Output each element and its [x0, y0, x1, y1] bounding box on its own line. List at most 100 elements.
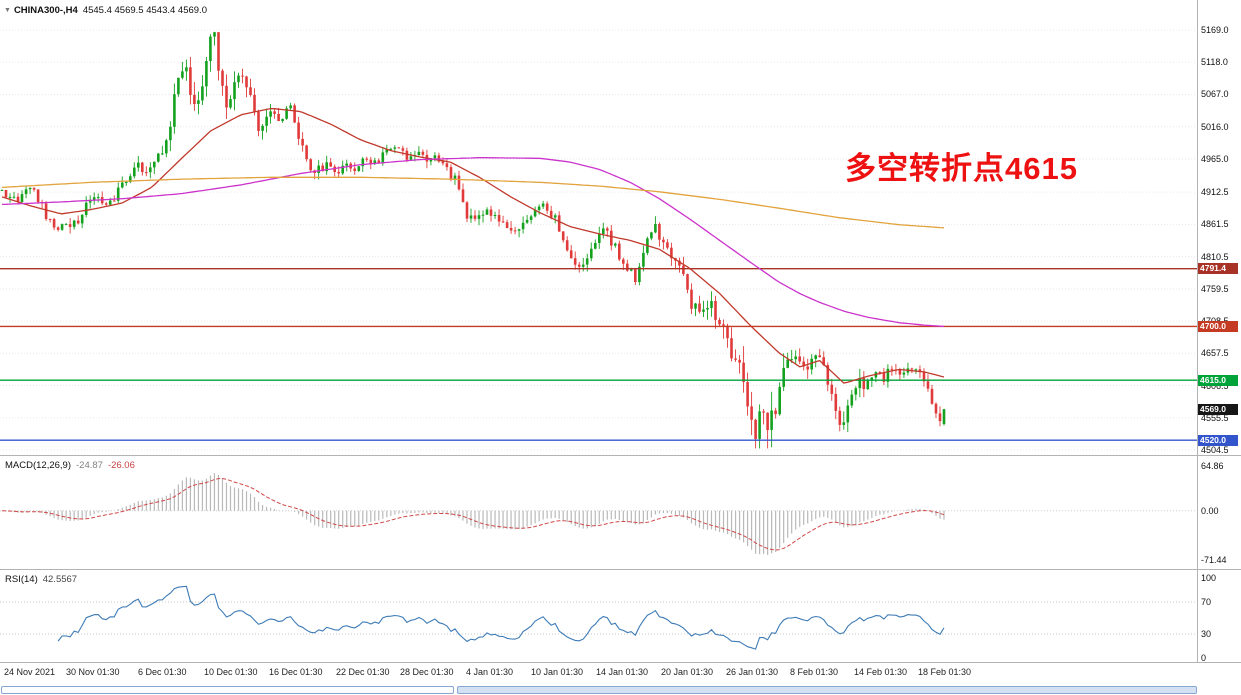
candle-down: [910, 368, 914, 370]
candle-down: [257, 111, 260, 131]
macd-panel-canvas[interactable]: [0, 456, 1197, 568]
candle-down: [561, 231, 565, 241]
candle-down: [734, 358, 737, 360]
rsi-indicator-label: RSI(14) 42.5567: [5, 574, 77, 585]
candle-up: [125, 182, 128, 183]
panel-separator[interactable]: [0, 569, 1241, 570]
rsi-panel-canvas[interactable]: [0, 570, 1197, 662]
rsi-scale-label: 0: [1201, 653, 1207, 663]
price-tick-label: 4657.5: [1201, 348, 1229, 359]
candle-down: [610, 230, 613, 246]
candle-up: [638, 266, 641, 282]
price-tick-label: 4504.5: [1201, 445, 1229, 455]
candle-down: [449, 167, 453, 179]
candle-up: [642, 252, 645, 267]
candle-down: [193, 94, 196, 104]
candle-up: [24, 189, 28, 195]
candle-down: [16, 196, 20, 202]
candle-up: [537, 206, 541, 211]
candle-up: [654, 224, 657, 233]
candle-down: [714, 301, 717, 320]
price-chart-canvas[interactable]: [0, 0, 1197, 455]
candle-down: [497, 215, 501, 222]
candle-up: [866, 380, 870, 390]
candle-up: [373, 160, 377, 165]
candle-up: [116, 187, 120, 201]
candle-down: [918, 369, 922, 373]
candle-down: [898, 370, 902, 375]
candle-up: [64, 224, 68, 226]
pivot-annotation-text: 多空转折点4615: [845, 151, 1078, 186]
candle-down: [682, 265, 685, 275]
time-tick-label: 30 Nov 01:30: [66, 667, 120, 677]
candle-up: [914, 369, 918, 371]
time-tick-label: 20 Jan 01:30: [661, 667, 714, 677]
candle-down: [76, 220, 80, 224]
candle-up: [493, 215, 497, 216]
candle-down: [774, 410, 777, 415]
price-tag-4700.0[interactable]: 4700.0: [1198, 320, 1238, 332]
time-tick-label: 4 Jan 01:30: [466, 667, 514, 677]
candle-down: [44, 203, 48, 219]
candle-down: [545, 203, 549, 211]
candle-down: [405, 150, 409, 160]
candle-up: [525, 219, 529, 223]
candle-down: [32, 187, 36, 190]
candle-down: [698, 303, 701, 312]
symbol-dropdown-icon[interactable]: ▼: [4, 7, 11, 14]
candle-up: [357, 166, 361, 171]
macd-scale-label: 64.86: [1201, 461, 1224, 471]
candle-up: [209, 36, 212, 61]
price-tick-label: 4965.0: [1201, 153, 1229, 164]
time-tick-label: 14 Jan 01:30: [596, 667, 649, 677]
symbol-label: CHINA300-,H4: [13, 5, 78, 16]
candle-up: [810, 358, 813, 370]
candle-down: [818, 355, 821, 358]
candle-down: [830, 384, 834, 394]
macd-title: MACD(12,26,9): [5, 460, 71, 471]
candle-up: [213, 32, 216, 37]
price-tag-4520.0[interactable]: 4520.0: [1198, 434, 1238, 446]
scrollbar-track-segment[interactable]: [1, 686, 454, 694]
candle-down: [441, 161, 445, 164]
price-tag-4791.4[interactable]: 4791.4: [1198, 263, 1238, 275]
candle-up: [585, 258, 589, 265]
candle-down: [750, 406, 753, 420]
candle-up: [161, 153, 164, 155]
rsi-scale-label: 100: [1201, 573, 1217, 583]
candle-up: [265, 116, 268, 126]
candle-down: [369, 159, 373, 165]
candle-up: [594, 243, 597, 249]
price-axis: 5169.0 5118.0 5067.0 5016.0 4965.0 4912.5 4861…: [1198, 0, 1241, 663]
candle-down: [293, 105, 296, 123]
candle-down: [626, 263, 629, 271]
candle-up: [553, 215, 557, 218]
candle-down: [926, 381, 930, 389]
time-tick-label: 6 Dec 01:30: [138, 667, 187, 677]
candle-up: [521, 222, 525, 230]
candle-down: [309, 159, 312, 171]
candle-down: [746, 382, 749, 407]
price-tag-4615.0[interactable]: 4615.0: [1198, 374, 1238, 386]
candle-up: [814, 355, 817, 359]
candle-up: [285, 108, 288, 119]
candle-up: [614, 243, 617, 246]
candle-up: [289, 105, 292, 109]
candle-up: [389, 148, 393, 150]
scrollbar-thumb[interactable]: [457, 686, 1197, 694]
candle-up: [850, 394, 854, 406]
time-tick-label: 24 Nov 2021: [4, 667, 56, 677]
candle-up: [902, 372, 906, 375]
candle-down: [738, 359, 741, 363]
candle-down: [249, 87, 252, 95]
panel-separator: [0, 662, 1241, 663]
candle-up: [345, 163, 348, 166]
candle-down: [862, 378, 866, 390]
rsi-value: 42.5567: [42, 574, 78, 585]
candle-down: [48, 218, 52, 220]
panel-separator[interactable]: [0, 455, 1241, 456]
candle-down: [557, 215, 561, 232]
candle-up: [169, 126, 172, 141]
candle-up: [96, 197, 100, 199]
candle-up: [581, 264, 585, 267]
